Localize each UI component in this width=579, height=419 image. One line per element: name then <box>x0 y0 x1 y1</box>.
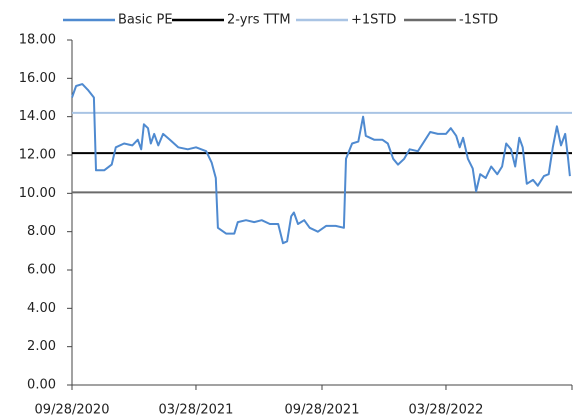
legend-label: +1STD <box>351 13 396 28</box>
legend-label: Basic PE <box>118 13 173 28</box>
x-tick-label: 03/28/2021 <box>159 403 234 418</box>
y-tick-label: 18.00 <box>19 33 56 48</box>
y-tick-label: 6.00 <box>27 263 56 278</box>
x-tick-label: 09/28/2021 <box>285 403 360 418</box>
y-tick-label: 2.00 <box>27 339 56 354</box>
series-line <box>71 83 571 245</box>
y-tick-label: 8.00 <box>27 224 56 239</box>
y-tick-label: 14.00 <box>19 109 56 124</box>
x-tick-label: 03/28/2022 <box>409 403 484 418</box>
y-tick-label: 12.00 <box>19 148 56 163</box>
legend-label: 2-yrs TTM <box>227 13 291 28</box>
y-tick-label: 10.00 <box>19 186 56 201</box>
y-tick-label: 0.00 <box>27 378 56 393</box>
y-tick-label: 4.00 <box>27 301 56 316</box>
y-tick-label: 16.00 <box>19 71 56 86</box>
x-tick-label: 09/28/2020 <box>35 403 110 418</box>
legend-label: -1STD <box>459 13 498 28</box>
